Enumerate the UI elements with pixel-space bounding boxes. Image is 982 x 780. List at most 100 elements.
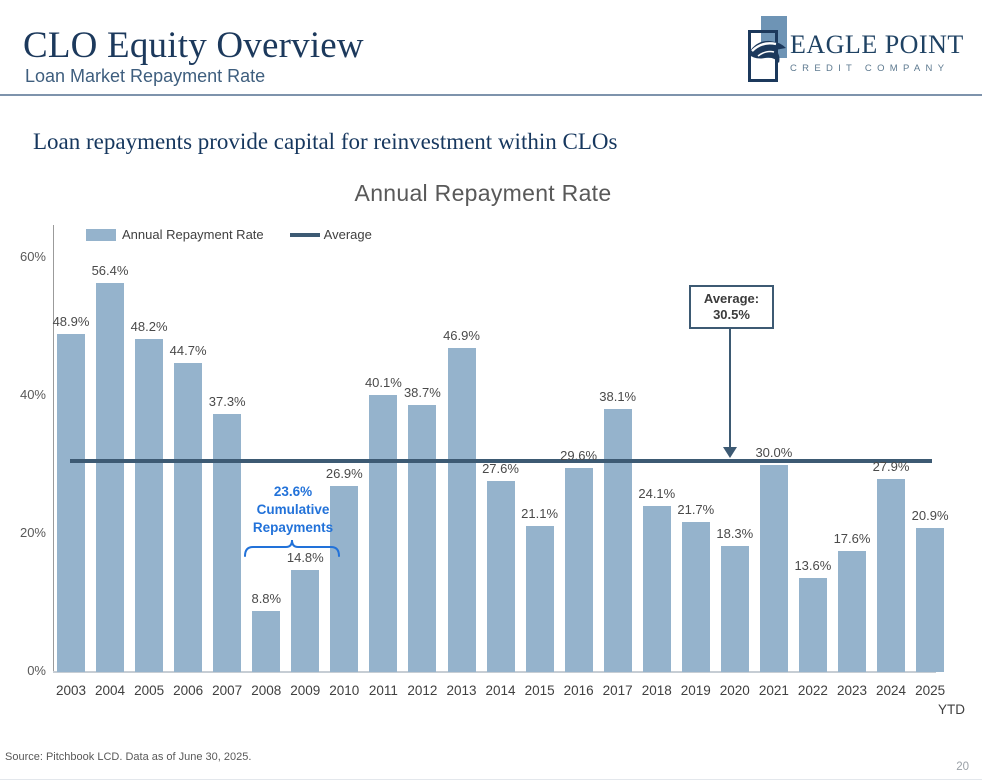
company-logo: EAGLE POINT CREDIT COMPANY [746, 14, 964, 82]
cumulative-annotation-word2: Repayments [252, 520, 334, 535]
x-axis-line [53, 671, 936, 673]
bar-2019 [681, 522, 710, 672]
x-tick-2015: 2015 [524, 683, 555, 698]
x-tick-2019: 2019 [680, 683, 711, 698]
bar-2014 [486, 481, 515, 672]
bar-2025 [916, 527, 945, 672]
bar-2023 [838, 550, 866, 672]
bar-label-2016: 29.6% [560, 447, 598, 463]
y-tick-40%: 40% [19, 386, 46, 402]
bar-2013 [447, 348, 476, 672]
page-title: CLO Equity Overview [23, 25, 364, 66]
page-subtitle: Loan Market Repayment Rate [25, 66, 266, 86]
x-tick-2017: 2017 [602, 683, 633, 698]
y-tick-0%: 0% [27, 663, 46, 678]
page-number: 20 [956, 761, 969, 773]
bar-label-2006: 44.7% [169, 343, 207, 359]
x-tick-2022: 2022 [797, 683, 828, 698]
repayment-rate-chart: Annual Repayment Rate Average 48.9% 56.4%… [0, 215, 982, 755]
chart-title: Annual Repayment Rate [354, 180, 612, 206]
bar-2008 [252, 611, 281, 672]
bar-label-2012: 38.7% [403, 384, 441, 400]
bar-label-2021: 30.0% [755, 444, 793, 460]
legend-label-annual-repayment-rate: Annual Repayment Rate [122, 227, 264, 242]
bar-2016 [564, 467, 593, 672]
x-tick-2008: 2008 [251, 683, 282, 698]
bar-2024 [877, 479, 905, 672]
bar-label-2019: 21.7% [677, 502, 715, 518]
average-callout-box: Average: 30.5% [689, 285, 774, 329]
key-statement: Loan repayments provide capital for rein… [33, 129, 618, 154]
bar-2006 [174, 363, 203, 672]
cumulative-bracket-icon [244, 539, 340, 557]
bar-2017 [603, 408, 632, 672]
bar-label-2009: 14.8% [286, 549, 324, 565]
bar-label-2013: 46.9% [443, 328, 480, 344]
bar-label-2018: 24.1% [638, 485, 676, 501]
bar-2011 [369, 395, 398, 672]
x-tick-2014: 2014 [485, 683, 516, 698]
x-tick-2024: 2024 [875, 683, 907, 698]
x-tick-2018: 2018 [641, 683, 672, 698]
bar-label-2010: 26.9% [325, 466, 363, 482]
x-tick-2007: 2007 [212, 683, 243, 698]
x-tick-2013: 2013 [446, 683, 477, 698]
x-tick-2020: 2020 [719, 683, 750, 698]
bar-label-2024: 27.9% [872, 459, 910, 475]
logo-tagline: CREDIT COMPANY [790, 63, 950, 74]
chart-legend: Annual Repayment Rate Average [86, 227, 372, 242]
bar-label-2007: 37.3% [208, 394, 246, 410]
bar-label-2020: 18.3% [716, 525, 754, 541]
average-arrow-head-icon [723, 447, 737, 458]
bar-2005 [135, 339, 164, 672]
x-tick-2025: 2025 [915, 683, 946, 698]
bar-label-2003: 48.9% [52, 314, 90, 330]
bar-label-2015: 21.1% [521, 506, 559, 522]
y-tick-20%: 20% [19, 524, 46, 540]
header-divider [0, 94, 982, 96]
x-tick-2010: 2010 [329, 683, 360, 698]
bar-2010 [330, 486, 359, 672]
logo-text: EAGLE POINT CREDIT COMPANY [790, 30, 964, 74]
bar-2018 [642, 505, 671, 672]
logo-company-name: EAGLE POINT [790, 30, 964, 59]
x-tick-2009: 2009 [290, 683, 321, 698]
bar-label-2017: 38.1% [599, 388, 637, 404]
y-axis-line [53, 225, 54, 672]
x-tick-2003: 2003 [55, 683, 87, 698]
bar-label-2005: 48.2% [130, 319, 168, 335]
x-tick-ytd-sublabel: YTD [938, 702, 965, 717]
bar-2015 [525, 526, 554, 672]
bar-label-2008: 8.8% [251, 591, 282, 607]
cumulative-repayments-annotation: 23.6% Cumulative Repayments [233, 483, 353, 537]
source-note: Source: Pitchbook LCD. Data as of June 3… [5, 751, 252, 763]
bar-2022 [798, 578, 827, 672]
legend-bar-swatch [86, 228, 116, 241]
x-tick-2023: 2023 [836, 683, 868, 698]
x-tick-2016: 2016 [563, 683, 594, 698]
average-callout-line1: Average: [703, 291, 760, 306]
x-tick-2006: 2006 [173, 683, 204, 698]
bar-2012 [408, 404, 437, 672]
legend-label-average: Average [323, 227, 372, 242]
bar-label-2022: 13.6% [794, 558, 832, 574]
bar-2007 [213, 414, 242, 672]
bar-2003 [57, 334, 85, 672]
bar-2009 [291, 569, 320, 672]
x-tick-2012: 2012 [407, 683, 438, 698]
bar-2004 [96, 282, 124, 672]
x-tick-2021: 2021 [758, 683, 789, 698]
x-tick-2004: 2004 [94, 683, 126, 698]
average-callout-line2: 30.5% [713, 307, 750, 322]
cumulative-annotation-word1: Cumulative [256, 502, 330, 517]
bar-2021 [759, 464, 788, 672]
average-arrow-stem [729, 327, 731, 447]
bar-label-2023: 17.6% [833, 530, 871, 546]
bar-label-2014: 27.6% [482, 461, 519, 477]
legend-line-swatch [289, 232, 320, 237]
y-tick-60%: 60% [19, 248, 46, 264]
x-tick-2005: 2005 [134, 683, 165, 698]
bar-label-2011: 40.1% [364, 375, 402, 391]
bar-label-2004: 56.4% [91, 262, 129, 278]
x-tick-2011: 2011 [368, 683, 398, 698]
